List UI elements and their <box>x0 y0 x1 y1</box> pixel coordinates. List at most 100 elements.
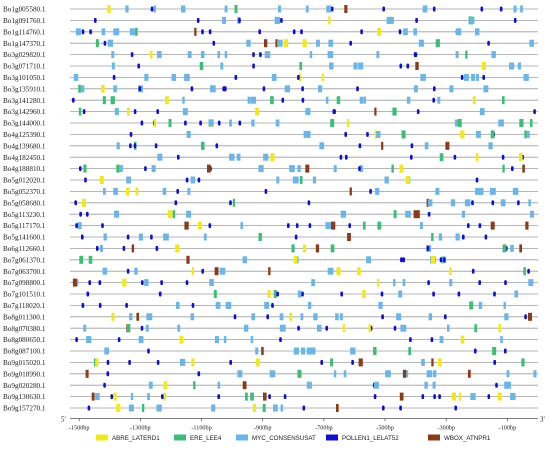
element-mark-myc <box>359 96 363 104</box>
element-mark-pollen <box>402 257 405 263</box>
element-mark-ere <box>393 210 397 219</box>
element-mark-myc <box>102 267 108 275</box>
element-mark-abre <box>191 358 195 367</box>
element-mark-wbox <box>264 39 268 48</box>
element-mark-myc <box>182 108 188 116</box>
gene-track: Bo9g018990.1 <box>3 369 538 378</box>
element-mark-abre <box>497 392 502 401</box>
gene-label: Bo8g080650.1 <box>3 336 46 344</box>
element-mark-ere <box>439 153 444 162</box>
element-mark-ere <box>502 244 507 253</box>
element-mark-pollen <box>332 109 336 115</box>
element-mark-wbox <box>525 221 529 230</box>
element-mark-myc <box>284 85 291 93</box>
element-mark-myc <box>184 73 189 81</box>
gene-label: Bo1g114760.1 <box>3 28 46 36</box>
element-mark-myc <box>113 28 120 36</box>
element-mark-wbox <box>490 221 495 230</box>
element-mark-myc <box>311 279 315 287</box>
legend-label: ERE_LEE4 <box>190 435 222 442</box>
gene-track: Bo5g052370.1 <box>3 187 538 196</box>
element-mark-myc <box>247 96 251 104</box>
element-mark-abre <box>267 290 271 298</box>
element-mark-myc <box>306 347 312 355</box>
element-mark-pollen <box>432 291 435 297</box>
element-mark-myc <box>513 5 517 13</box>
element-mark-pollen <box>268 394 271 400</box>
gene-label: Bo3g142960.1 <box>3 108 46 116</box>
legend-item: ABRE_LATERD1 <box>96 434 160 442</box>
element-mark-pollen <box>98 280 102 286</box>
element-mark-wbox <box>268 267 271 276</box>
element-mark-abre <box>111 312 115 321</box>
element-mark-wbox <box>186 255 190 264</box>
legend-item: POLLEN1_LELAT52 <box>326 434 399 442</box>
element-mark-pollen <box>471 200 474 206</box>
element-mark-pollen <box>393 325 397 331</box>
element-mark-pollen <box>190 86 194 92</box>
gene-track: Bo6g112660.1 <box>3 244 538 253</box>
element-mark-pollen <box>185 177 189 183</box>
element-mark-pollen <box>292 29 296 35</box>
element-mark-myc <box>151 165 156 173</box>
element-mark-myc <box>258 165 264 173</box>
gene-track: Bo5g141600.1 <box>3 233 538 242</box>
element-mark-myc <box>113 187 118 195</box>
element-mark-abre <box>165 96 169 105</box>
element-mark-wbox <box>131 244 135 253</box>
element-mark-ere <box>401 130 406 139</box>
element-mark-myc <box>426 370 432 378</box>
element-mark-myc <box>125 5 129 13</box>
gene-label: Bo7g061370.1 <box>3 256 46 264</box>
element-mark-myc <box>180 358 186 366</box>
element-mark-pollen <box>358 143 362 149</box>
gene-track: Bo4g182450.1 <box>3 153 538 162</box>
element-mark-myc <box>280 404 284 412</box>
element-mark-abre <box>255 107 260 116</box>
element-mark-wbox <box>242 381 247 390</box>
element-mark-pollen <box>283 394 287 400</box>
element-mark-abre <box>481 62 486 70</box>
element-mark-myc <box>146 313 153 321</box>
element-mark-abre <box>270 153 275 162</box>
element-mark-myc <box>255 347 259 355</box>
element-mark-ere <box>270 96 274 105</box>
legend-swatch <box>428 434 440 441</box>
element-mark-ere <box>474 324 478 333</box>
element-mark-pollen <box>320 359 323 365</box>
gene-track: Bo3g101050.1 <box>3 73 538 82</box>
gene-track: Bo3g071710.1 <box>3 62 538 71</box>
gene-label: Bo1g091760.1 <box>3 17 46 25</box>
element-mark-myc <box>187 187 191 195</box>
element-mark-pollen <box>373 394 377 400</box>
element-mark-pollen <box>87 405 91 411</box>
element-mark-myc <box>469 16 475 24</box>
element-mark-pollen <box>117 337 121 343</box>
element-mark-pollen <box>409 337 412 343</box>
element-mark-myc <box>128 404 134 412</box>
element-mark-myc <box>182 96 185 104</box>
element-mark-wbox <box>349 187 352 196</box>
element-mark-ere <box>362 221 366 230</box>
element-mark-myc <box>498 119 504 127</box>
element-mark-ere <box>501 96 505 105</box>
element-mark-myc <box>398 290 403 298</box>
element-mark-wbox <box>467 369 471 378</box>
element-mark-pollen <box>457 291 461 297</box>
element-mark-abre <box>283 39 289 48</box>
element-mark-pollen <box>504 280 507 286</box>
gene-track: Bo7g098800.1 <box>3 278 538 287</box>
element-mark-pollen <box>156 109 159 115</box>
element-mark-pollen <box>103 40 107 46</box>
element-mark-pollen <box>233 314 237 320</box>
element-mark-myc <box>327 51 334 59</box>
element-mark-pollen <box>84 177 87 183</box>
legend-swatch <box>236 434 248 441</box>
element-mark-pollen <box>140 325 144 331</box>
element-mark-myc <box>439 336 444 344</box>
element-mark-myc <box>325 222 331 230</box>
legend-item: MYC_CONSENSUSAT <box>236 434 316 442</box>
element-mark-wbox <box>415 62 419 70</box>
element-mark-ere <box>519 119 524 127</box>
